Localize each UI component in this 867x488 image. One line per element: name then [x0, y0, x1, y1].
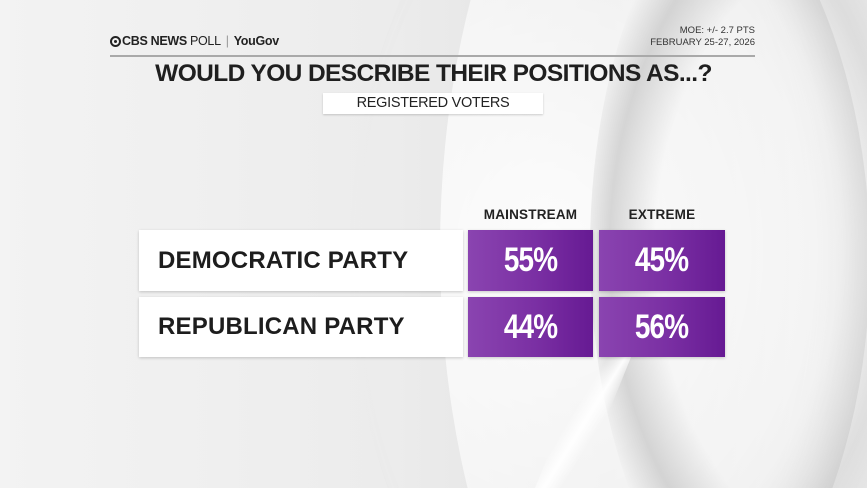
header: CBS NEWS POLL | YouGov MOE: +/- 2.7 PTS …	[110, 22, 755, 56]
row-label: REPUBLICAN PARTY	[139, 297, 463, 357]
value-cell-extreme: 45%	[599, 230, 725, 291]
brand-partner: YouGov	[233, 34, 280, 48]
chart-subtitle: REGISTERED VOTERS	[323, 93, 543, 114]
margin-of-error: MOE: +/- 2.7 PTS	[679, 25, 755, 36]
value-text: 44%	[503, 307, 558, 346]
value-cell-mainstream: 55%	[468, 230, 593, 291]
cbs-eye-icon	[110, 35, 121, 47]
column-header-mainstream: MAINSTREAM	[483, 207, 578, 222]
column-header-extreme: EXTREME	[628, 207, 696, 222]
brand-cbs: CBS NEWS	[122, 34, 187, 48]
poll-meta: MOE: +/- 2.7 PTS FEBRUARY 25-27, 2026	[650, 25, 755, 49]
header-divider	[110, 55, 755, 57]
value-text: 45%	[635, 241, 689, 279]
brand-logo: CBS NEWS POLL | YouGov	[110, 34, 279, 48]
row-label: DEMOCRATIC PARTY	[139, 230, 463, 291]
chart-title: WOULD YOU DESCRIBE THEIR POSITIONS AS...…	[155, 60, 712, 87]
row-label-text: REPUBLICAN PARTY	[158, 313, 405, 340]
value-text: 55%	[503, 241, 558, 279]
value-cell-mainstream: 44%	[468, 297, 593, 357]
row-label-text: DEMOCRATIC PARTY	[158, 246, 409, 274]
brand-separator: |	[225, 34, 229, 48]
poll-dates: FEBRUARY 25-27, 2026	[650, 37, 755, 48]
value-text: 56%	[635, 307, 689, 346]
brand-poll: POLL	[189, 34, 221, 48]
value-cell-extreme: 56%	[599, 297, 725, 357]
